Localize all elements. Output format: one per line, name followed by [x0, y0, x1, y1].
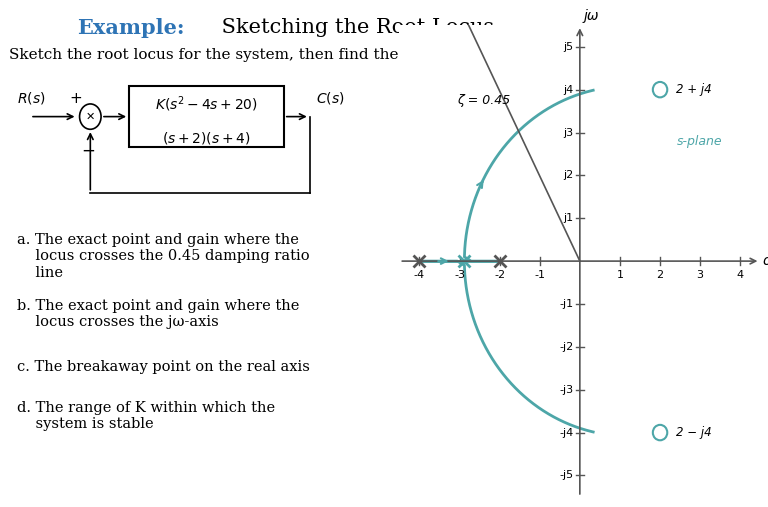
Text: +: +: [69, 91, 81, 106]
Text: Example:: Example:: [78, 18, 185, 38]
Text: -j5: -j5: [560, 470, 574, 481]
Text: Sketch the root locus for the system, then find the following.: Sketch the root locus for the system, th…: [8, 48, 479, 62]
Text: -j1: -j1: [560, 299, 574, 309]
Text: ✕: ✕: [85, 112, 95, 122]
Text: d. The range of K within which the
    system is stable: d. The range of K within which the syste…: [17, 401, 276, 431]
Text: $K(s^2-4s+20)$: $K(s^2-4s+20)$: [155, 94, 258, 114]
Text: a. The exact point and gain where the
    locus crosses the 0.45 damping ratio
 : a. The exact point and gain where the lo…: [17, 233, 310, 280]
Text: 4: 4: [737, 270, 744, 280]
Text: j5: j5: [564, 42, 574, 52]
Text: 2 + j4: 2 + j4: [676, 83, 712, 96]
Text: σ: σ: [763, 254, 768, 268]
Text: 3: 3: [697, 270, 703, 280]
Text: -j3: -j3: [560, 385, 574, 394]
Text: jω: jω: [584, 9, 599, 23]
Text: j1: j1: [564, 213, 574, 223]
Text: 1: 1: [617, 270, 624, 280]
Text: -j2: -j2: [560, 342, 574, 352]
Text: $(s+2)(s+4)$: $(s+2)(s+4)$: [162, 130, 250, 146]
Text: 2: 2: [657, 270, 664, 280]
Text: -j4: -j4: [560, 427, 574, 438]
Text: −: −: [81, 142, 95, 160]
Text: b. The exact point and gain where the
    locus crosses the jω-axis: b. The exact point and gain where the lo…: [17, 299, 300, 330]
Text: c. The breakaway point on the real axis: c. The breakaway point on the real axis: [17, 360, 310, 374]
Text: s-plane: s-plane: [677, 134, 723, 148]
Text: Sketching the Root Locus: Sketching the Root Locus: [215, 18, 494, 37]
Text: -1: -1: [535, 270, 545, 280]
Text: $C(s)$: $C(s)$: [316, 90, 345, 106]
Text: 2 − j4: 2 − j4: [676, 426, 712, 439]
FancyBboxPatch shape: [129, 86, 284, 147]
Text: -2: -2: [494, 270, 505, 280]
Text: -3: -3: [454, 270, 465, 280]
Text: -4: -4: [414, 270, 425, 280]
Text: $R(s)$: $R(s)$: [17, 90, 45, 106]
Text: j2: j2: [564, 170, 574, 180]
Text: ζ = 0.45: ζ = 0.45: [457, 94, 510, 107]
Text: j3: j3: [564, 128, 574, 137]
Text: j4: j4: [564, 85, 574, 95]
